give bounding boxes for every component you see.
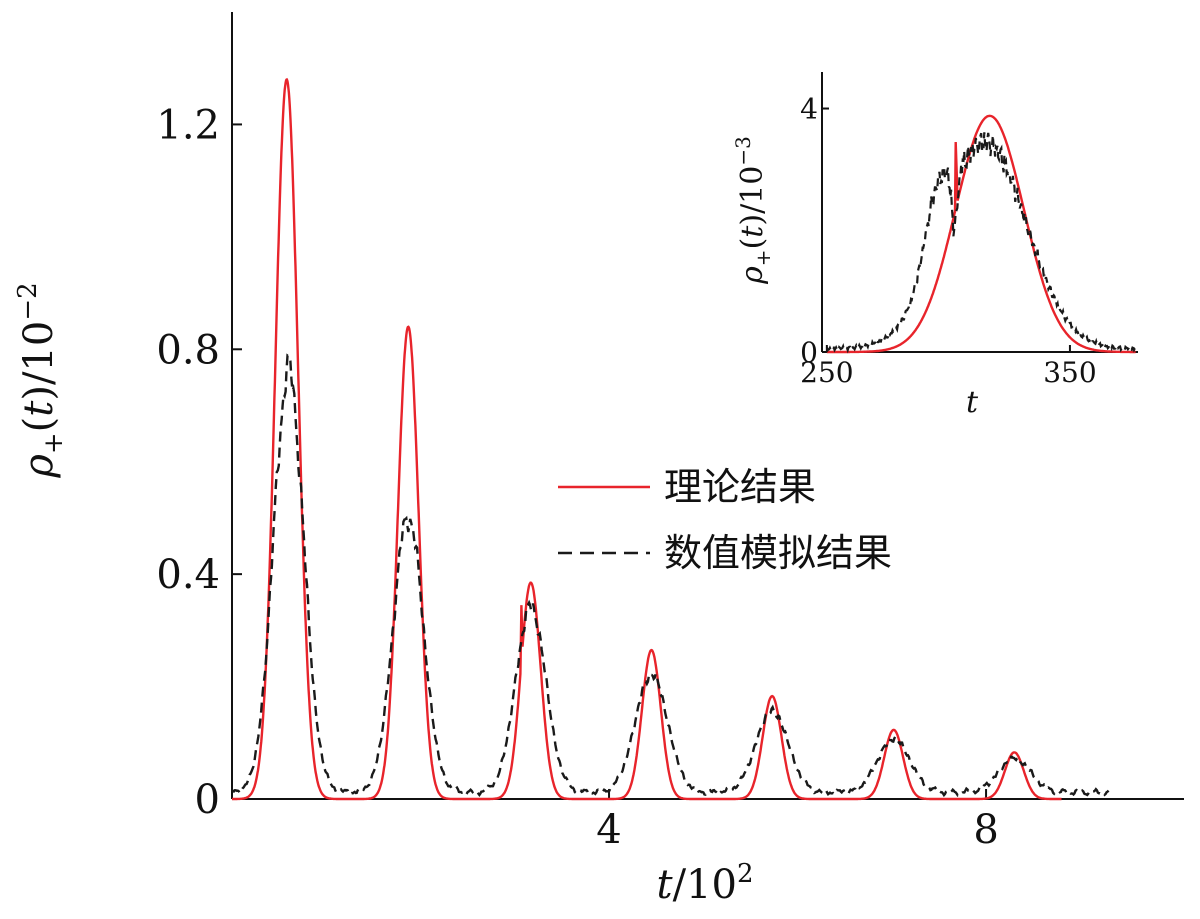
inset-theory-series-line <box>826 114 1136 354</box>
main-y-axis-label: ρ+(t)/10−2 <box>13 282 69 478</box>
main-y-tick-label: 1.2 <box>156 102 220 148</box>
main-x-tick-label: 8 <box>973 807 998 853</box>
legend-theory-label: 理论结果 <box>664 465 816 509</box>
inset-y-axis-label: ρ+(t)/10−3 <box>731 136 775 285</box>
svg-text:ρ+(t)/10−2: ρ+(t)/10−2 <box>13 282 69 478</box>
simulation-series-line <box>230 353 1110 798</box>
main-x-tick-label: 4 <box>596 807 621 853</box>
inset-x-tick-label: 250 <box>800 356 853 389</box>
inset-x-axis-label: t <box>966 385 979 420</box>
inset-x-tick-label: 350 <box>1043 356 1096 389</box>
legend: 理论结果 数值模拟结果 <box>558 465 892 575</box>
inset-series <box>825 114 1136 354</box>
main-y-ticks: 0 0.4 0.8 1.2 <box>156 102 242 823</box>
main-y-tick-label: 0.8 <box>156 327 220 373</box>
theory-series-line <box>232 77 1062 801</box>
main-x-axis-label: t/102 <box>657 859 754 908</box>
svg-text:ρ+(t)/10−3: ρ+(t)/10−3 <box>731 136 775 285</box>
main-series <box>230 77 1110 801</box>
inset-x-ticks: 250 350 <box>800 345 1097 389</box>
main-y-tick-label: 0.4 <box>156 552 220 598</box>
inset-y-tick-label: 4 <box>800 93 818 126</box>
inset-plot: 04 250 350 ρ+(t)/10−3 t <box>731 72 1138 420</box>
inset-simulation-series-line <box>825 132 1136 354</box>
inset-y-ticks: 04 <box>800 93 829 369</box>
legend-simulation-label: 数值模拟结果 <box>664 531 892 575</box>
inset-y-tick-label: 0 <box>800 336 818 369</box>
main-y-tick-label: 0 <box>195 777 220 823</box>
